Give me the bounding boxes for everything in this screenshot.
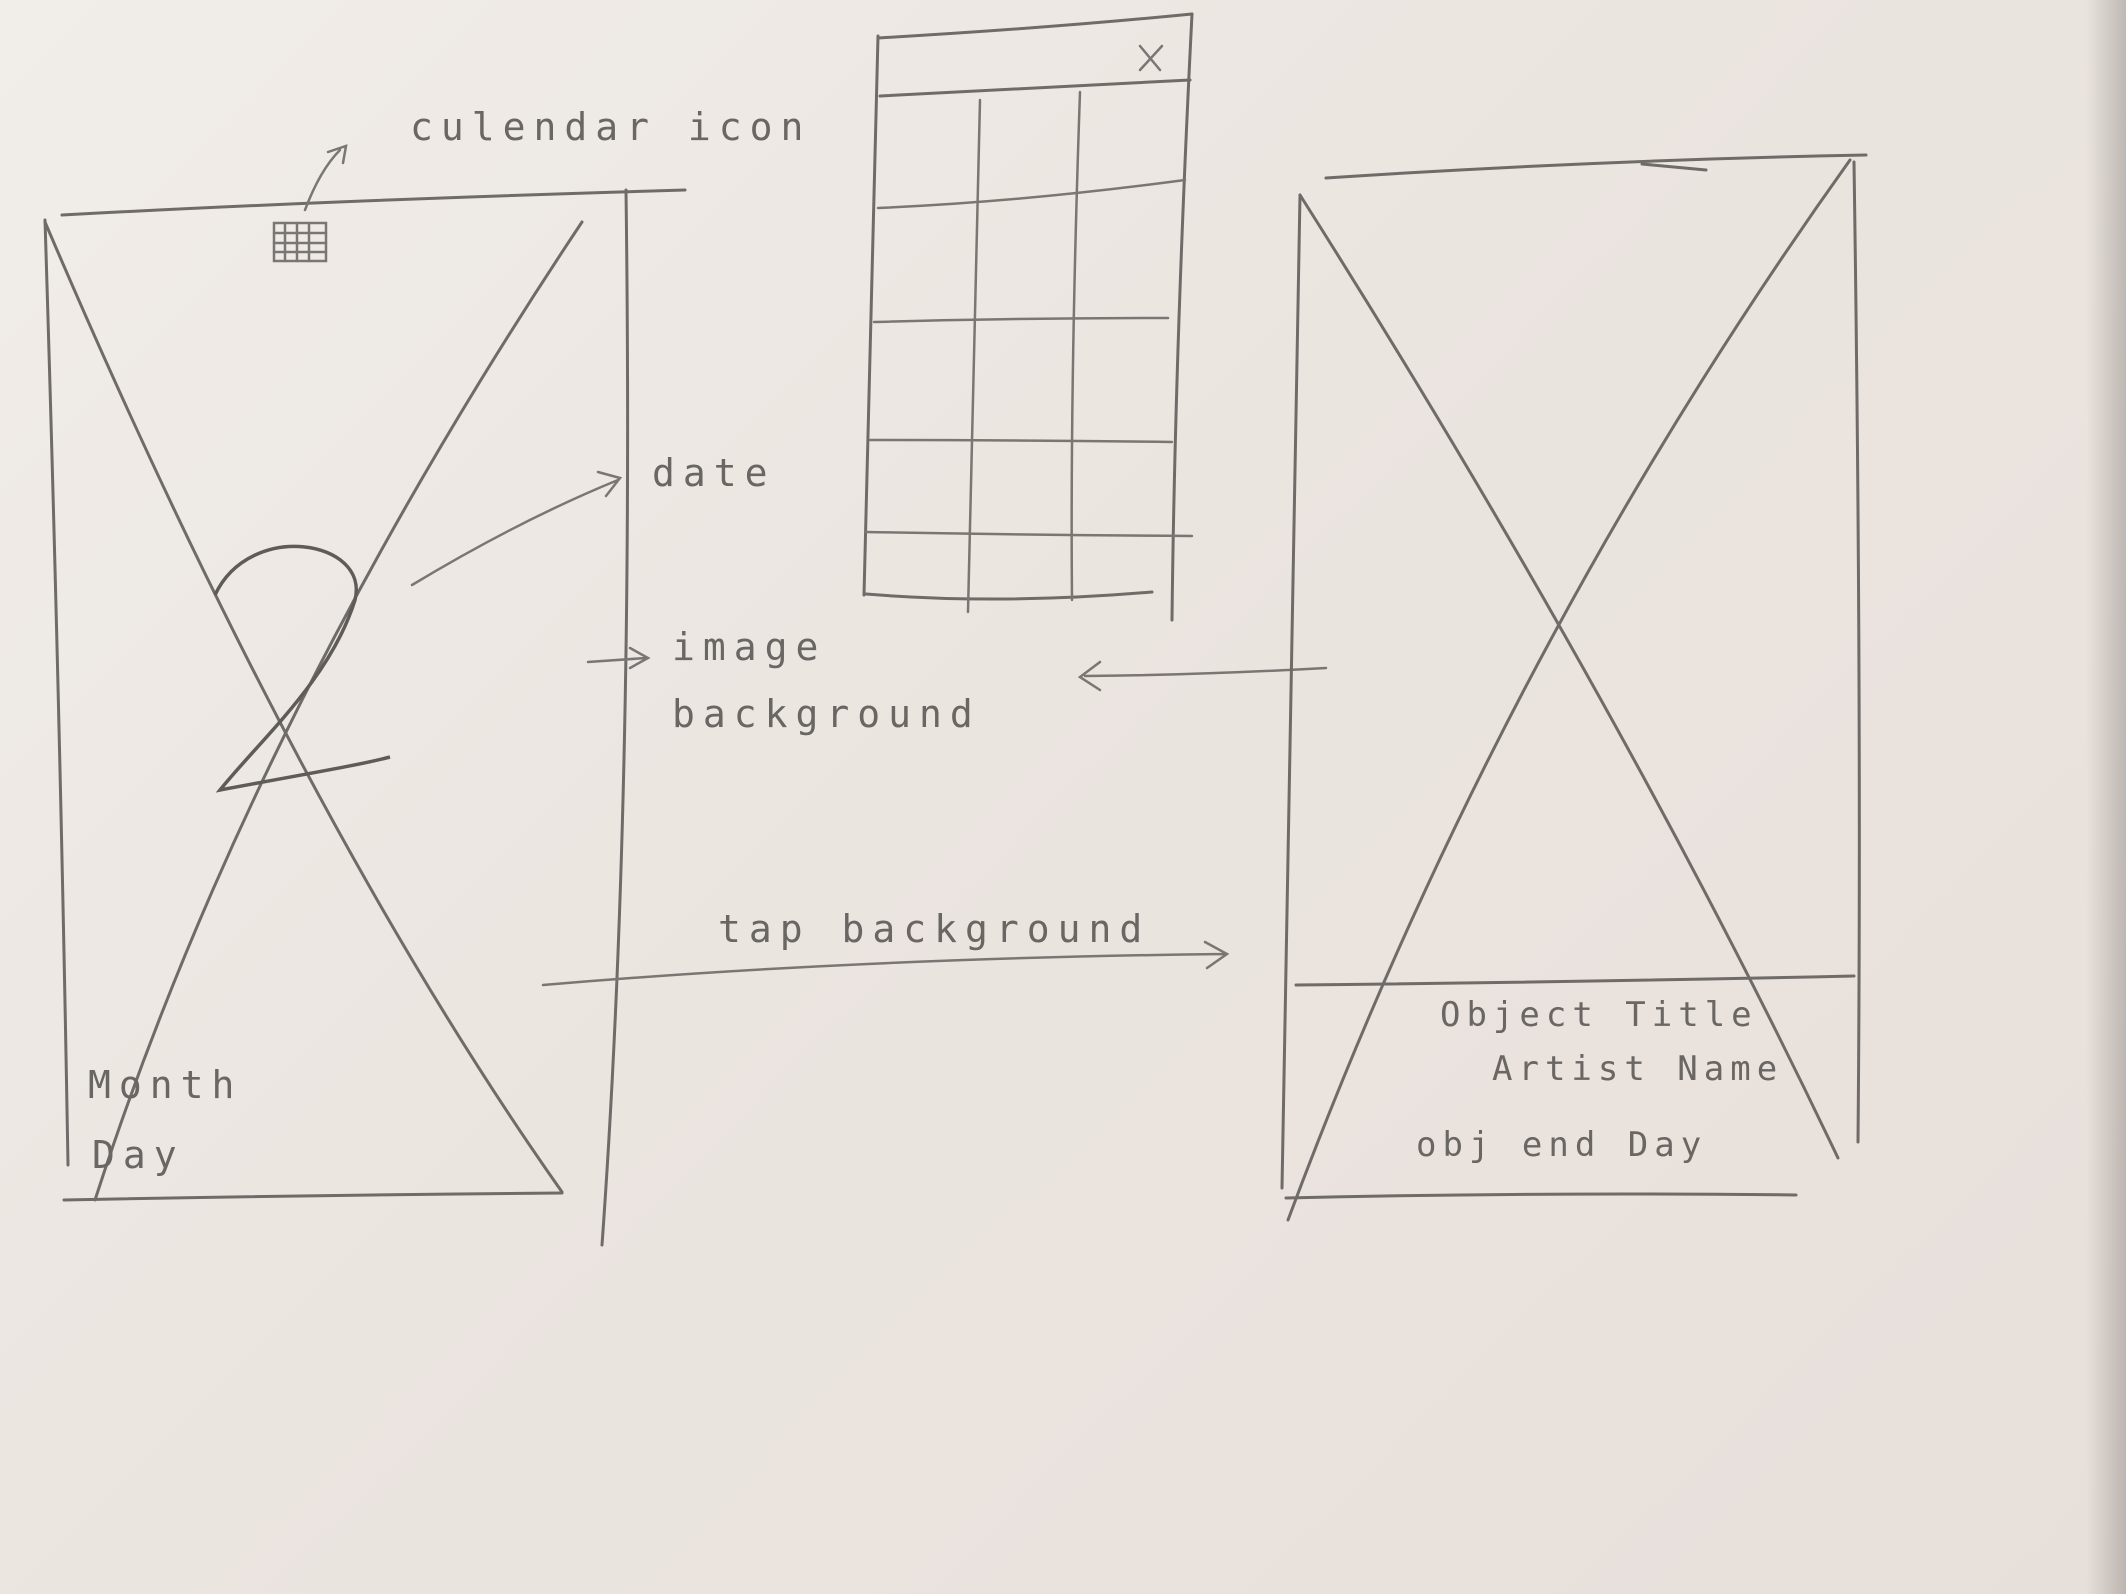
calendar-popup[interactable]: X <box>862 12 1194 622</box>
detail-top-border <box>1324 153 1868 180</box>
image-background-arrow <box>586 646 651 670</box>
calendar-icon-arrow <box>303 144 348 212</box>
photo-edge-shadow <box>2086 0 2126 1594</box>
annotation-date: date <box>652 451 776 495</box>
object-title: Object Title <box>1440 995 1758 1035</box>
popup-right-border <box>1170 12 1194 622</box>
detail-right-border <box>1852 160 1861 1144</box>
detail-to-calendar-arrow <box>1077 660 1328 692</box>
popup-header-divider <box>878 78 1192 98</box>
artist-name: Artist Name <box>1492 1049 1783 1089</box>
detail-screen[interactable]: Object Title Artist Name obj end Day <box>1280 153 1868 1222</box>
home-top-border <box>60 188 687 217</box>
popup-top-border <box>876 12 1194 40</box>
home-right-border <box>600 188 630 1247</box>
grid-row-4 <box>864 530 1194 538</box>
popup-bottom-border <box>864 590 1154 601</box>
image-placeholder-diagonal-b <box>93 220 584 1202</box>
detail-image-diagonal-b <box>1286 158 1852 1222</box>
home-left-border <box>43 218 70 1167</box>
annotation-tap-background: tap background <box>718 907 1150 951</box>
annotation-image-line2: background <box>672 692 981 736</box>
grid-row-2 <box>872 316 1170 324</box>
detail-left-border <box>1280 193 1302 1190</box>
detail-top-notch <box>1640 162 1708 172</box>
close-icon[interactable]: X <box>1138 44 1164 72</box>
detail-image-diagonal-a <box>1298 193 1840 1160</box>
grid-col-2 <box>1070 90 1082 602</box>
grid-row-1 <box>876 178 1187 210</box>
popup-left-border <box>862 34 880 597</box>
tap-background-arrow <box>541 940 1230 987</box>
date-digit: 2 <box>213 544 391 793</box>
calendar-icon[interactable] <box>272 221 328 263</box>
annotation-image-line1: image <box>672 625 826 669</box>
grid-row-3 <box>868 438 1174 444</box>
detail-info-divider <box>1294 974 1856 987</box>
home-bottom-border <box>62 1191 564 1202</box>
month-label: Month <box>88 1063 242 1107</box>
annotation-calendar-icon: culendar icon <box>410 105 811 149</box>
date-arrow <box>410 470 623 587</box>
home-screen[interactable]: 2 Month Day <box>43 188 687 1247</box>
image-placeholder-diagonal-a <box>43 220 564 1194</box>
object-end-day: obj end Day <box>1416 1125 1707 1165</box>
grid-col-1 <box>966 98 982 614</box>
day-label: Day <box>92 1133 185 1177</box>
detail-bottom-border <box>1284 1192 1798 1200</box>
